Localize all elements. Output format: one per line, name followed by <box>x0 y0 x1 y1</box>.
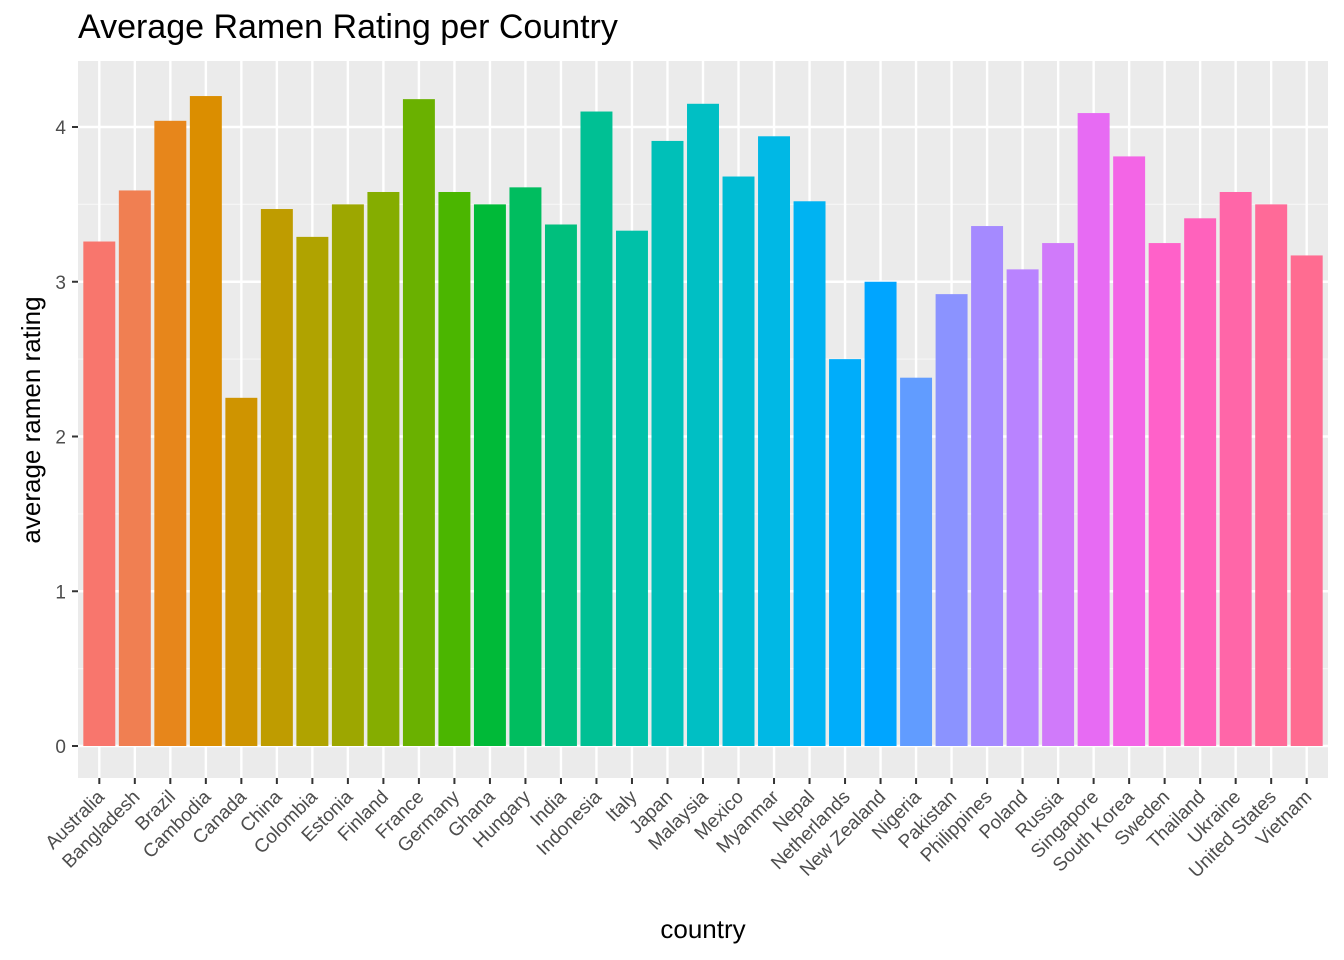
bar <box>83 241 116 746</box>
bar <box>331 204 364 746</box>
bar <box>1184 218 1217 747</box>
bars <box>83 96 1323 747</box>
bar <box>473 204 506 746</box>
bar <box>793 201 826 746</box>
bar <box>971 226 1004 747</box>
y-axis-title: average ramen rating <box>16 296 46 543</box>
bar <box>1219 191 1252 746</box>
bar <box>509 187 542 747</box>
bar <box>225 397 258 746</box>
bar <box>118 190 151 746</box>
bar <box>154 120 187 746</box>
bar <box>1077 113 1110 746</box>
bar <box>935 294 968 746</box>
bar <box>1255 204 1288 746</box>
bar <box>544 224 577 746</box>
bar <box>438 191 471 746</box>
bar <box>615 230 648 746</box>
bar <box>1042 243 1075 746</box>
x-axis-title: country <box>660 914 745 944</box>
bar <box>367 191 400 746</box>
y-tick-label: 2 <box>55 428 66 449</box>
bar <box>758 136 791 746</box>
bar <box>722 176 755 746</box>
y-tick-label: 1 <box>55 582 66 603</box>
bar <box>687 103 719 747</box>
bar <box>296 236 329 746</box>
bar <box>260 209 293 746</box>
bar <box>1290 255 1323 746</box>
bar <box>900 377 933 746</box>
bar <box>1113 156 1146 747</box>
bar <box>1148 243 1181 746</box>
y-tick-label: 0 <box>55 737 66 758</box>
bar <box>829 359 862 746</box>
bar <box>580 111 613 746</box>
y-tick-label: 3 <box>55 273 66 294</box>
bar <box>402 99 435 746</box>
bar <box>1006 269 1039 746</box>
bar <box>189 96 222 747</box>
y-tick-label: 4 <box>55 118 66 139</box>
bar <box>864 281 897 746</box>
chart-title: Average Ramen Rating per Country <box>78 8 618 46</box>
bar <box>651 140 684 747</box>
